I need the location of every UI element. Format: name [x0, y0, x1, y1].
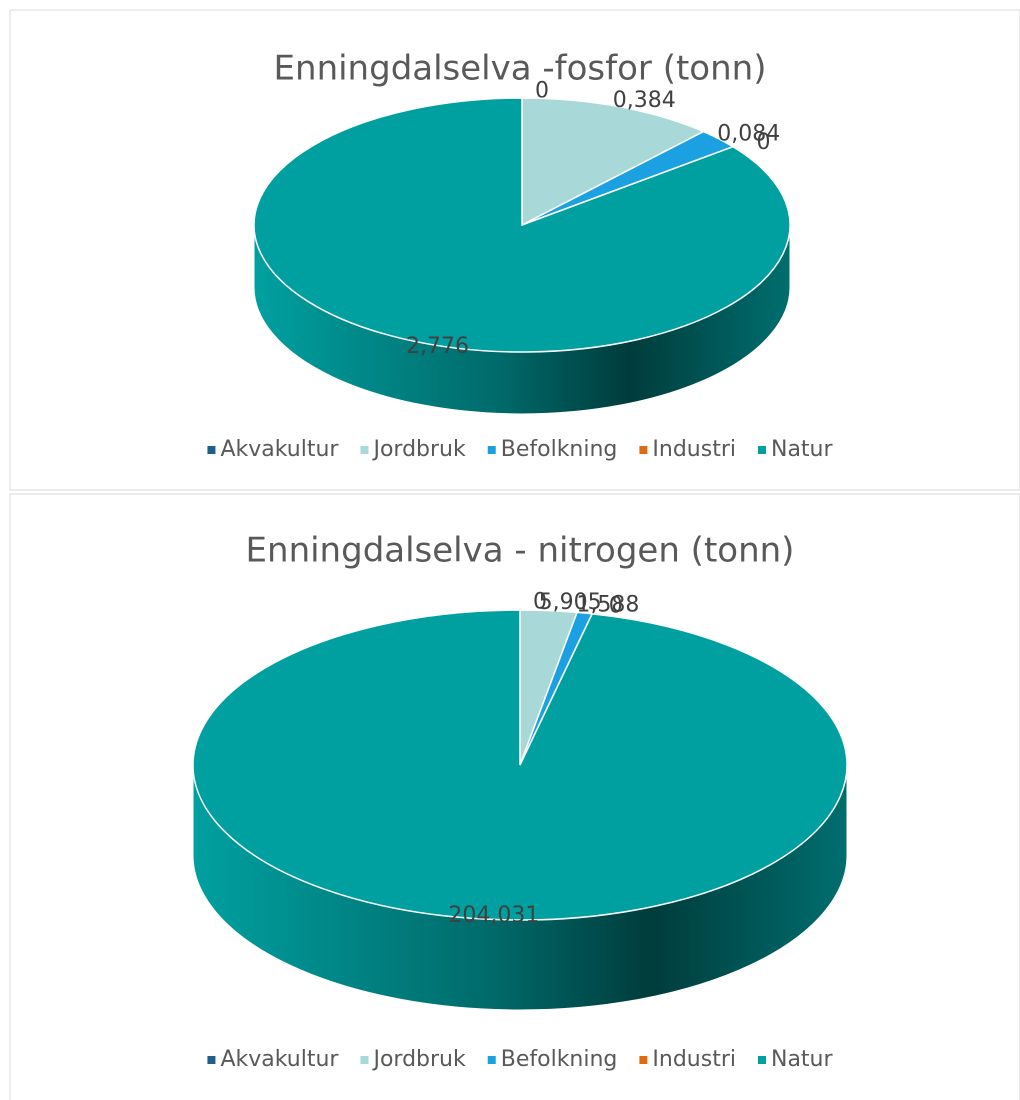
data-label: 0 [535, 79, 549, 104]
panel [9, 493, 1020, 1100]
legend-swatch [487, 1056, 496, 1064]
legend-label: Natur [771, 1047, 834, 1072]
data-label: 0 [609, 593, 623, 618]
chart-title: Enningdalselva - nitrogen (tonn) [246, 531, 795, 571]
legend-swatch [207, 1056, 216, 1064]
data-label: 1,588 [576, 592, 639, 617]
data-label: 5,905 [539, 590, 602, 615]
legend-swatch [757, 446, 766, 454]
legend-label: Jordbruk [371, 1047, 466, 1072]
legend-label: Befolkning [501, 1047, 618, 1072]
data-label: 0,084 [717, 122, 780, 147]
legend-label: Industri [652, 1047, 736, 1072]
legend-label: Befolkning [501, 437, 618, 462]
legend-label: Jordbruk [371, 437, 466, 462]
data-label: 0,384 [613, 88, 676, 113]
legend-label: Industri [652, 437, 736, 462]
legend-swatch [757, 1056, 766, 1064]
legend: Akvakultur Jordbruk Befolkning Industri Natu… [207, 1047, 834, 1072]
legend-swatch [639, 446, 648, 454]
legend-label: Natur [771, 437, 834, 462]
data-label: 0 [533, 589, 547, 614]
panel [9, 9, 1020, 491]
data-label: 204,031 [448, 903, 539, 928]
legend-label: Akvakultur [220, 1047, 339, 1072]
data-label: 2,776 [406, 334, 469, 359]
legend-swatch [487, 446, 496, 454]
legend-swatch [207, 446, 216, 454]
legend-swatch [639, 1056, 648, 1064]
legend-swatch [360, 1056, 369, 1064]
legend-label: Akvakultur [220, 437, 339, 462]
chart-title: Enningdalselva -fosfor (tonn) [274, 49, 767, 89]
pie-slice [192, 609, 848, 921]
pie-slice [253, 97, 791, 353]
pie-slice [521, 97, 706, 227]
legend-swatch [360, 446, 369, 454]
legend: Akvakultur Jordbruk Befolkning Industri Natu… [207, 437, 834, 462]
data-label: 0 [757, 130, 771, 155]
